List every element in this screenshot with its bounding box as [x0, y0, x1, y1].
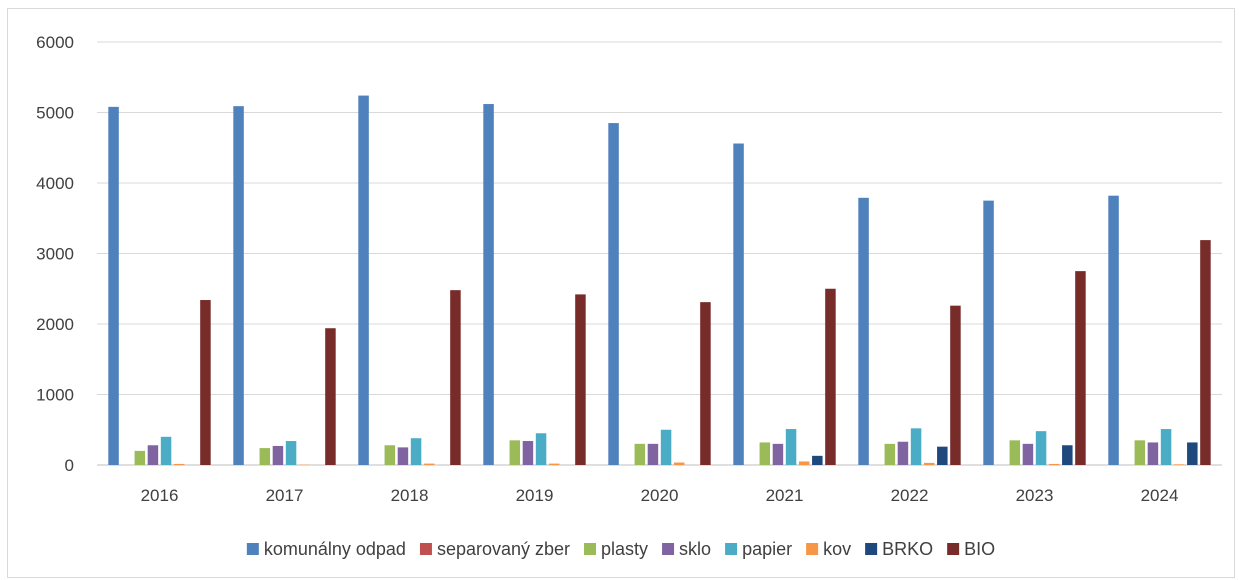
- x-tick-label: 2017: [266, 486, 304, 505]
- bar: [358, 95, 369, 465]
- bar: [410, 438, 422, 465]
- legend: komunálny odpad separovaný zber plasty sklo…: [246, 539, 995, 559]
- legend-label: separovaný zber: [437, 539, 570, 559]
- y-axis-ticks: 0 1000 2000 3000 4000 5000 6000: [36, 33, 74, 475]
- legend-swatch: [725, 543, 738, 555]
- bar: [937, 446, 948, 465]
- legend-label: plasty: [601, 539, 648, 559]
- bar: [160, 436, 172, 465]
- bar: [759, 442, 771, 465]
- legend-swatch: [662, 543, 675, 555]
- bar: [450, 290, 461, 465]
- bar: [272, 445, 284, 465]
- legend-label: papier: [742, 539, 792, 559]
- bar: [548, 463, 560, 465]
- x-tick-label: 2016: [141, 486, 179, 505]
- bar: [397, 447, 409, 465]
- bar: [1062, 445, 1073, 465]
- bar: [1035, 431, 1047, 465]
- bar: [858, 197, 869, 465]
- bar: [923, 462, 935, 465]
- bar: [772, 443, 784, 465]
- bar: [1022, 443, 1034, 465]
- bar: [1075, 271, 1086, 465]
- x-tick-label: 2020: [641, 486, 679, 505]
- legend-label: BIO: [964, 539, 995, 559]
- x-tick-label: 2019: [516, 486, 554, 505]
- bar: [509, 440, 521, 465]
- bar: [1160, 429, 1172, 465]
- legend-swatch: [419, 543, 432, 555]
- bar: [423, 463, 435, 465]
- bar: [285, 441, 297, 465]
- bar: [1009, 440, 1021, 465]
- bar: [483, 104, 494, 465]
- bar: [733, 143, 744, 465]
- bar: [1108, 195, 1119, 465]
- bar: [1187, 442, 1198, 465]
- bar: [134, 450, 146, 465]
- bar: [1134, 440, 1146, 465]
- bar: [608, 123, 619, 465]
- x-tick-label: 2022: [891, 486, 929, 505]
- legend-label: BRKO: [882, 539, 933, 559]
- bar: [647, 443, 659, 465]
- bar: [575, 294, 586, 465]
- x-tick-label: 2021: [766, 486, 804, 505]
- bar: [147, 445, 159, 465]
- y-tick-label: 2000: [36, 315, 74, 334]
- bar: [825, 288, 836, 465]
- bar: [1147, 442, 1159, 465]
- bar: [660, 429, 672, 465]
- legend-swatch: [246, 543, 259, 555]
- x-tick-label: 2023: [1016, 486, 1054, 505]
- x-tick-label: 2024: [1141, 486, 1179, 505]
- y-tick-label: 0: [65, 456, 74, 475]
- bar: [983, 200, 994, 465]
- bar: [259, 448, 271, 465]
- bar: [233, 106, 244, 465]
- legend-swatch: [947, 543, 960, 555]
- bar: [884, 443, 896, 465]
- legend-swatch: [584, 543, 597, 555]
- bar: [1200, 240, 1211, 465]
- bar: [200, 300, 211, 465]
- bar: [700, 302, 711, 465]
- bar: [535, 433, 547, 465]
- x-tick-label: 2018: [391, 486, 429, 505]
- bar: [1048, 463, 1060, 465]
- bar: [173, 463, 185, 465]
- bars: [108, 95, 1211, 466]
- y-tick-label: 1000: [36, 386, 74, 405]
- bar: [910, 428, 922, 465]
- legend-label: komunálny odpad: [264, 539, 406, 559]
- bar: [1173, 464, 1185, 465]
- bar: [325, 328, 336, 465]
- bar: [522, 441, 534, 465]
- bar: [798, 461, 810, 465]
- chart-frame: [7, 8, 1235, 578]
- legend-swatch: [865, 543, 878, 555]
- bar: [673, 462, 685, 465]
- bar: [812, 455, 823, 465]
- bar: [785, 429, 797, 465]
- bar: [897, 441, 909, 465]
- y-tick-label: 3000: [36, 245, 74, 264]
- bar: [108, 106, 119, 466]
- bar: [384, 445, 396, 465]
- x-axis-ticks: 2016 2017 2018 2019 2020 2021 2022 2023 2024: [141, 486, 1179, 505]
- legend-swatch: [806, 543, 819, 555]
- y-tick-label: 6000: [36, 33, 74, 52]
- bar: [634, 443, 646, 465]
- legend-label: kov: [823, 539, 851, 559]
- gridlines: [97, 41, 1222, 466]
- bar: [950, 305, 961, 465]
- y-tick-label: 4000: [36, 174, 74, 193]
- y-tick-label: 5000: [36, 104, 74, 123]
- legend-label: sklo: [679, 539, 711, 559]
